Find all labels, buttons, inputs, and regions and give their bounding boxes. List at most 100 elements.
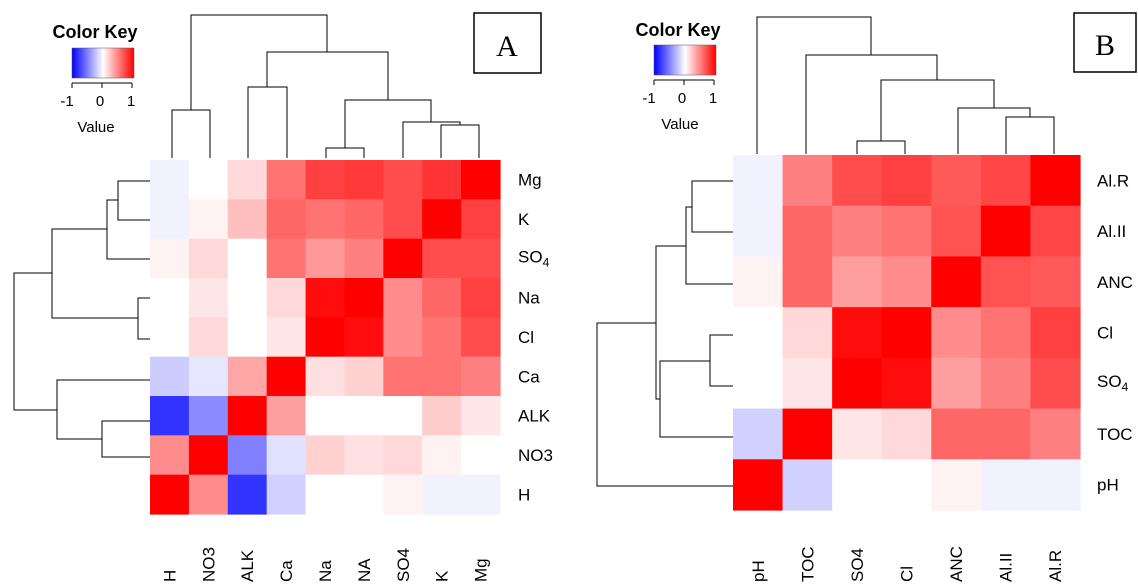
heatmap-cell — [150, 396, 190, 436]
column-label: NA — [355, 558, 374, 582]
column-label: Na — [316, 560, 335, 582]
color-key-title: Color Key — [635, 20, 720, 40]
heatmap-cell — [150, 356, 190, 397]
heatmap-cell — [383, 396, 423, 436]
heatmap-cell — [344, 317, 384, 358]
heatmap-cell — [188, 396, 229, 436]
heatmap-cell — [305, 396, 346, 436]
row-label: H — [518, 485, 530, 504]
heatmap-cell — [980, 307, 1032, 359]
heatmap-cell — [383, 435, 423, 476]
heatmap-cell — [150, 160, 190, 200]
heatmap-cell — [227, 474, 268, 515]
row-label: Cl — [1097, 324, 1113, 343]
heatmap-cell — [227, 238, 268, 279]
row-label: K — [518, 210, 530, 229]
heatmap-cell — [733, 155, 784, 207]
heatmap-cell — [227, 435, 268, 476]
column-label: NO3 — [199, 547, 218, 582]
heatmap-cell — [305, 278, 346, 318]
heatmap-cell — [422, 238, 462, 279]
heatmap-cell — [461, 356, 501, 397]
panel-label-box — [1073, 12, 1137, 73]
heatmap-cell — [782, 307, 833, 359]
heatmap-cell — [461, 238, 501, 279]
heatmap-cell — [931, 155, 982, 207]
column-dendrogram-b — [756, 16, 1055, 154]
heatmap-cell — [461, 317, 501, 358]
color-key-title: Color Key — [52, 22, 137, 42]
heatmap-cell — [150, 278, 190, 318]
color-key-bar — [71, 47, 135, 79]
heatmap-cell — [782, 408, 833, 460]
row-label: pH — [1097, 476, 1119, 495]
heatmap-cell — [227, 356, 268, 397]
heatmap-cell — [422, 160, 462, 200]
heatmap-cell — [733, 307, 784, 359]
heatmap-cell — [422, 199, 462, 240]
heatmap-cell — [383, 278, 423, 318]
column-label: Al.R — [1046, 550, 1065, 582]
heatmap-cell — [227, 317, 268, 358]
row-label: TOC — [1097, 425, 1133, 444]
heatmap-cell — [980, 408, 1032, 460]
heatmap-cell — [188, 199, 229, 240]
heatmap-cell — [832, 459, 883, 511]
row-label: NO3 — [518, 446, 553, 465]
heatmap-cell — [422, 396, 462, 436]
column-label: H — [160, 570, 179, 582]
heatmap-cells-b — [733, 155, 1081, 511]
heatmap-cell — [227, 160, 268, 200]
row-label: SO4 — [1097, 372, 1129, 394]
heatmap-cell — [422, 474, 462, 515]
heatmap-cell — [344, 199, 384, 240]
row-label: Cl — [518, 328, 534, 347]
row-label: SO4 — [518, 247, 550, 269]
color-key-tick-label: 1 — [127, 93, 135, 110]
color-key-tick-label: 0 — [96, 93, 104, 110]
heatmap-cell — [188, 317, 229, 358]
heatmap-cell — [344, 278, 384, 318]
heatmap-cell — [461, 474, 501, 515]
heatmap-cell — [266, 199, 307, 240]
color-key-label: Value — [661, 116, 698, 133]
heatmap-cell — [305, 199, 346, 240]
heatmap-cell — [150, 474, 190, 515]
heatmap-cell — [383, 199, 423, 240]
heatmap-cell — [980, 155, 1032, 207]
column-label: K — [433, 570, 452, 582]
heatmap-cell — [422, 317, 462, 358]
color-key-bar — [653, 44, 717, 76]
heatmap-cell — [733, 357, 784, 410]
column-labels-a: H NO3 ALK Ca Na NA SO4 K Mg — [160, 547, 490, 582]
heatmap-cell — [832, 307, 883, 359]
heatmap-cell — [782, 357, 833, 410]
heatmap-cell — [383, 356, 423, 397]
heatmap-cell — [881, 155, 932, 207]
heatmap-cell — [832, 408, 883, 460]
heatmap-cell — [422, 435, 462, 476]
heatmap-cell — [931, 205, 982, 258]
heatmap-cell — [881, 205, 932, 258]
heatmap-cell — [881, 408, 932, 460]
heatmap-cell — [782, 155, 833, 207]
heatmap-cell — [344, 238, 384, 279]
heatmap-cell — [832, 205, 883, 258]
heatmap-cell — [461, 160, 501, 200]
heatmap-cell — [266, 160, 307, 200]
column-dendrogram-a — [171, 14, 480, 158]
heatmap-cell — [782, 459, 833, 511]
heatmap-cell — [980, 459, 1032, 511]
heatmap-cell — [881, 357, 932, 410]
color-key-label: Value — [77, 119, 114, 136]
row-label: Mg — [518, 171, 542, 190]
heatmap-cell — [931, 459, 982, 511]
heatmap-cell — [733, 205, 784, 258]
heatmap-cell — [150, 199, 190, 240]
heatmap-cell — [266, 396, 307, 436]
heatmap-cell — [305, 317, 346, 358]
row-label: Ca — [518, 367, 540, 386]
row-label: Al.II — [1097, 222, 1126, 241]
row-label: Al.R — [1097, 171, 1129, 190]
